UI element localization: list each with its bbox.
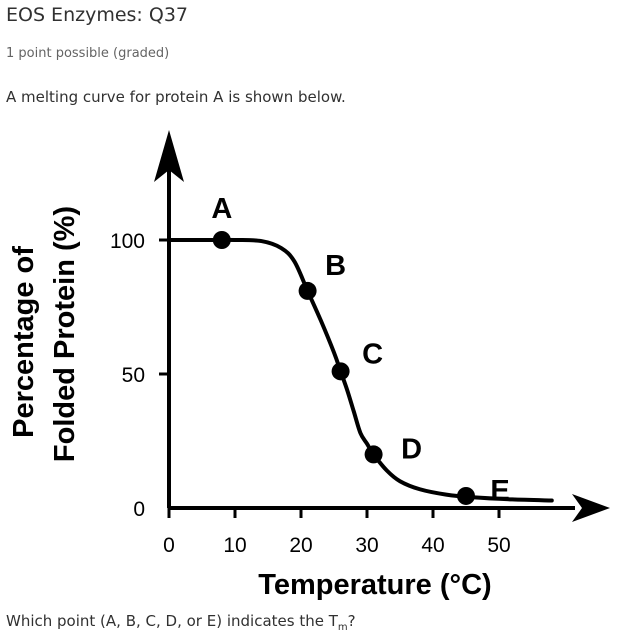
x-axis-label: Temperature (°C) — [258, 569, 491, 601]
x-tick-label: 10 — [223, 534, 246, 557]
x-axis-arrowhead — [572, 494, 610, 522]
chart-curve-layer — [167, 237, 554, 503]
y-axis-label-line-1: Percentage of — [8, 246, 40, 438]
question-suffix: ? — [347, 612, 356, 630]
y-tick-label: 0 — [133, 498, 145, 521]
data-point-c — [331, 362, 350, 381]
question-subscript: m — [337, 622, 348, 633]
data-point-d — [364, 445, 383, 464]
point-label-c: C — [362, 338, 383, 370]
chart-ticks: 0 10 20 30 40 50 0 50 100 — [110, 230, 511, 557]
x-tick-label: 50 — [487, 534, 510, 557]
data-point-a — [212, 231, 231, 249]
question-prefix: Which point (A, B, C, D, or E) indicates… — [6, 612, 338, 630]
melting-curve-line — [167, 237, 554, 503]
x-tick-label: 30 — [355, 534, 378, 557]
x-tick-label: 0 — [163, 534, 175, 557]
data-point-e — [457, 486, 475, 505]
point-label-b: B — [325, 250, 346, 282]
problem-progress: 1 point possible (graded) — [6, 46, 170, 61]
problem-title: EOS Enzymes: Q37 — [6, 4, 188, 26]
point-label-e: E — [490, 475, 509, 507]
y-axis-label-line-2: Folded Protein (%) — [49, 206, 81, 462]
chart-axes — [154, 130, 610, 522]
point-label-d: D — [401, 433, 422, 465]
y-tick-label: 50 — [122, 364, 145, 387]
x-tick-label: 40 — [421, 534, 444, 557]
problem-prompt: A melting curve for protein A is shown b… — [6, 88, 346, 106]
point-label-a: A — [211, 193, 232, 225]
y-axis-arrowhead — [154, 130, 184, 182]
question-text: Which point (A, B, C, D, or E) indicates… — [6, 612, 356, 633]
data-point-b — [298, 281, 317, 300]
x-tick-label: 20 — [289, 534, 312, 557]
chart-points-layer: A B C D E — [211, 193, 509, 507]
y-tick-label: 100 — [110, 230, 145, 253]
